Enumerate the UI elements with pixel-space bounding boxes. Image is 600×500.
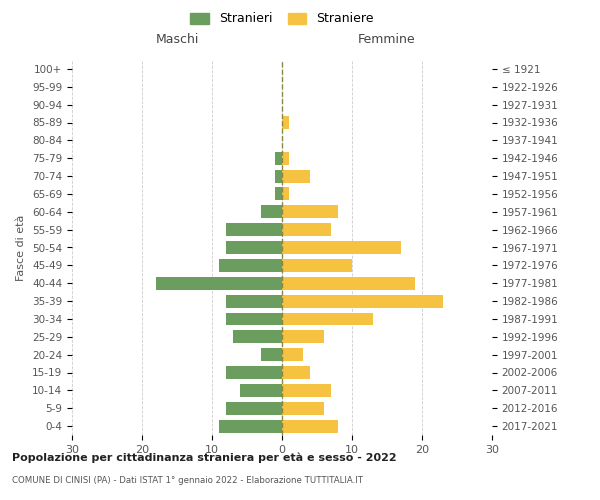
Bar xyxy=(282,223,331,236)
Text: COMUNE DI CINISI (PA) - Dati ISTAT 1° gennaio 2022 - Elaborazione TUTTITALIA.IT: COMUNE DI CINISI (PA) - Dati ISTAT 1° ge… xyxy=(12,476,363,485)
Bar xyxy=(282,259,352,272)
Legend: Stranieri, Straniere: Stranieri, Straniere xyxy=(187,8,377,29)
Bar xyxy=(156,277,282,289)
Bar xyxy=(226,241,282,254)
Bar xyxy=(282,312,373,326)
Bar xyxy=(240,384,282,397)
Bar xyxy=(226,223,282,236)
Bar xyxy=(282,277,415,289)
Bar xyxy=(282,330,324,343)
Bar xyxy=(282,206,338,218)
Bar xyxy=(282,366,310,379)
Bar xyxy=(275,152,282,164)
Bar xyxy=(282,241,401,254)
Y-axis label: Fasce di età: Fasce di età xyxy=(16,214,26,280)
Bar xyxy=(282,384,331,397)
Bar xyxy=(282,116,289,129)
Text: Femmine: Femmine xyxy=(358,32,416,46)
Bar xyxy=(226,366,282,379)
Bar xyxy=(282,294,443,308)
Bar xyxy=(261,348,282,361)
Bar xyxy=(233,330,282,343)
Bar xyxy=(219,420,282,432)
Bar xyxy=(226,312,282,326)
Bar xyxy=(282,420,338,432)
Bar xyxy=(282,402,324,414)
Text: Popolazione per cittadinanza straniera per età e sesso - 2022: Popolazione per cittadinanza straniera p… xyxy=(12,452,397,463)
Bar xyxy=(282,170,310,182)
Bar xyxy=(226,294,282,308)
Bar xyxy=(282,188,289,200)
Bar xyxy=(226,402,282,414)
Bar xyxy=(261,206,282,218)
Bar xyxy=(219,259,282,272)
Text: Maschi: Maschi xyxy=(155,32,199,46)
Bar xyxy=(282,348,303,361)
Bar xyxy=(275,188,282,200)
Bar xyxy=(282,152,289,164)
Bar xyxy=(275,170,282,182)
